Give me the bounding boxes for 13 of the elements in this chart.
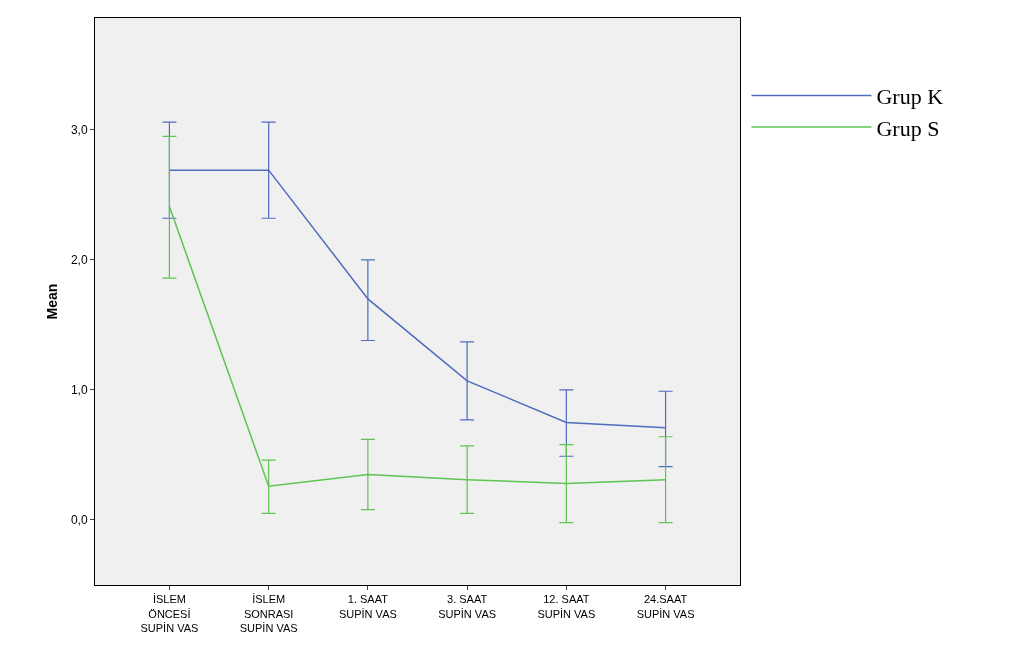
y-tick-label: 3,0: [70, 123, 88, 138]
y-tick-label: 1,0: [70, 383, 88, 398]
text: Grup S: [876, 115, 940, 141]
y-tick-label: 0,0: [70, 513, 88, 528]
x-tick-label: 3. SAAT SUPİN VAS: [438, 593, 497, 620]
x-tick-label: 1. SAAT SUPİN VAS: [338, 593, 397, 620]
text: Grup K: [876, 84, 944, 110]
x-tick-label: 24.SAAT SUPİN VAS: [636, 593, 695, 620]
y-tick-label: 2,0: [70, 253, 88, 268]
x-tick-label: 12. SAAT SUPİN VAS: [537, 593, 596, 620]
x-tick-label: İSLEM SONRASI SUPİN VAS: [239, 593, 298, 634]
y-axis-title: Mean: [44, 283, 60, 320]
x-tick-label: İSLEM ÖNCESİ SUPİN VAS: [140, 593, 199, 634]
